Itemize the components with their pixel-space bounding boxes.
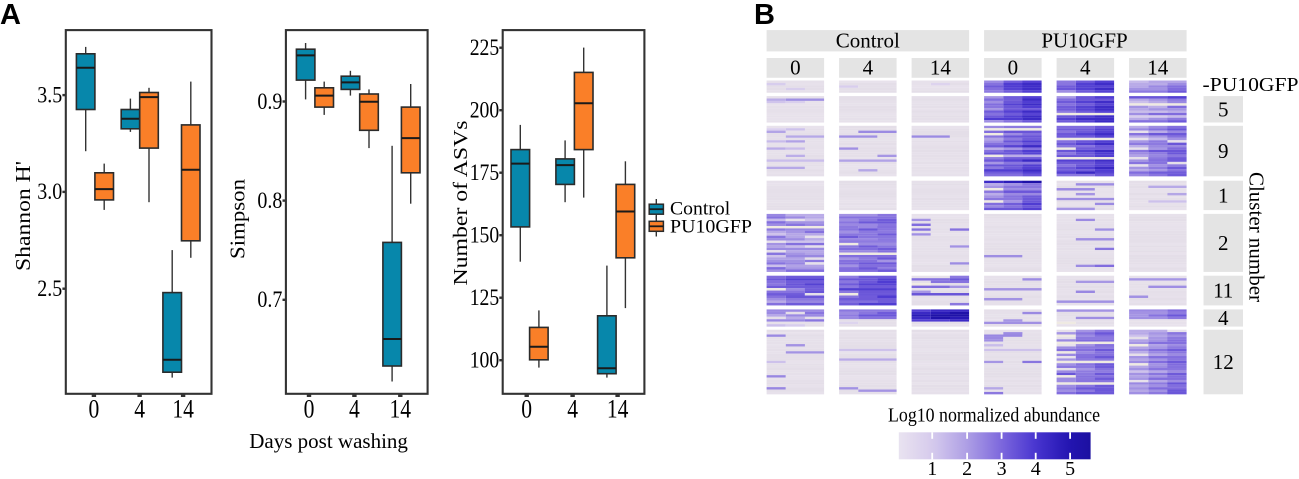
svg-text:4: 4 [349,395,360,424]
svg-text:150: 150 [470,223,500,248]
svg-text:200: 200 [470,98,500,123]
svg-text:0: 0 [790,56,801,80]
svg-text:0: 0 [304,395,315,424]
svg-text:14: 14 [1147,56,1169,80]
svg-text:Number of ASVs: Number of ASVs [451,121,472,286]
svg-text:175: 175 [470,160,500,185]
svg-text:Control: Control [836,29,900,53]
svg-text:9: 9 [1218,139,1229,163]
svg-text:3.0: 3.0 [37,179,62,204]
svg-text:3: 3 [997,458,1007,479]
svg-text:14: 14 [607,395,629,424]
svg-text:0.9: 0.9 [257,89,282,114]
svg-text:4: 4 [1031,458,1041,479]
svg-text:0.7: 0.7 [257,287,282,312]
svg-text:Simpson: Simpson [226,178,250,259]
svg-text:4: 4 [134,395,145,424]
svg-text:PU10GFP: PU10GFP [1041,29,1127,53]
svg-text:14: 14 [930,56,952,80]
svg-text:225: 225 [470,35,500,60]
svg-text:5: 5 [1065,458,1075,479]
svg-text:Cluster number: Cluster number [1245,172,1269,302]
svg-text:0: 0 [89,395,100,424]
svg-text:4: 4 [1080,56,1091,80]
svg-text:1: 1 [1218,183,1229,207]
svg-text:4: 4 [567,395,578,424]
svg-text:4: 4 [863,56,874,80]
svg-text:2.5: 2.5 [37,276,62,301]
svg-text:-PU10GFP: -PU10GFP [1203,74,1299,96]
svg-text:3.5: 3.5 [37,82,62,107]
svg-text:5: 5 [1218,97,1229,121]
svg-text:B: B [754,0,775,31]
svg-text:1: 1 [927,458,937,479]
svg-text:Log10 normalized abundance: Log10 normalized abundance [888,405,1100,427]
svg-text:125: 125 [470,285,500,310]
svg-text:PU10GFP: PU10GFP [670,216,752,237]
svg-text:A: A [0,0,21,31]
svg-text:0.8: 0.8 [257,188,282,213]
svg-text:4: 4 [1218,306,1229,330]
svg-text:0: 0 [1008,56,1019,80]
svg-text:2: 2 [962,458,972,479]
svg-text:Days post washing: Days post washing [249,429,408,453]
svg-text:12: 12 [1213,350,1234,374]
svg-text:14: 14 [390,395,412,424]
svg-text:2: 2 [1218,231,1229,255]
svg-text:100: 100 [470,348,500,373]
svg-text:0: 0 [521,395,532,424]
svg-text:11: 11 [1213,279,1233,303]
svg-text:14: 14 [172,395,194,424]
svg-text:Control: Control [670,199,730,220]
svg-text:Shannon H': Shannon H' [11,161,35,271]
